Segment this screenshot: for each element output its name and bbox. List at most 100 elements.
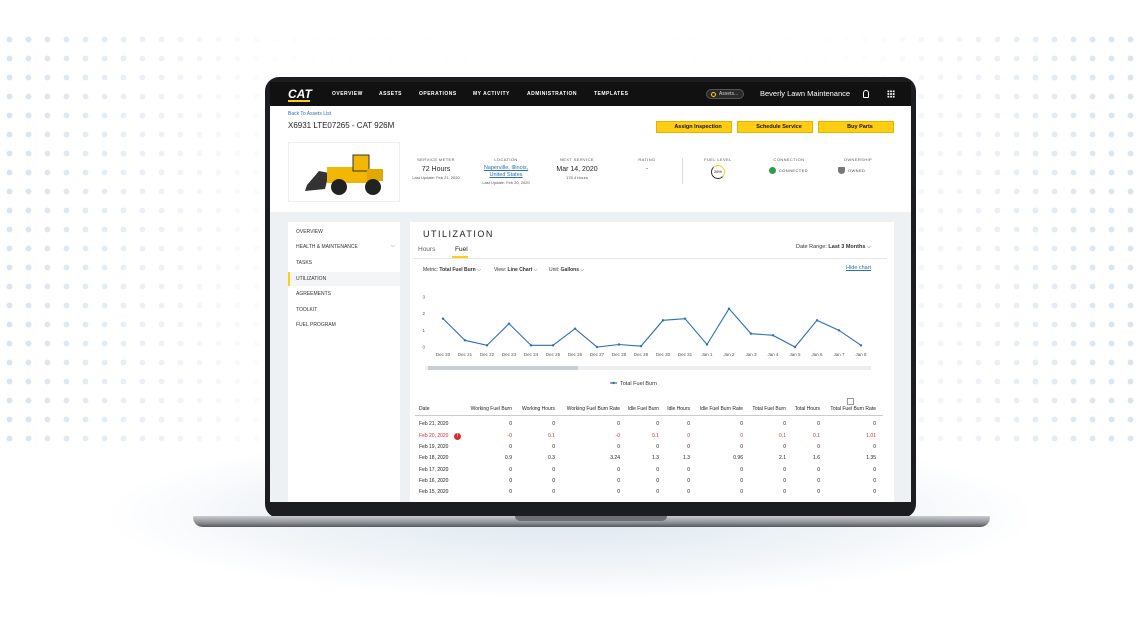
point [485, 344, 489, 347]
hide-chart-link[interactable]: Hide chart [846, 265, 872, 271]
x-tick-label: Jan 5 [789, 352, 801, 357]
tab[interactable]: Fuel [455, 246, 468, 253]
control-value: Total Fuel Burn [439, 267, 476, 273]
sidebar-item[interactable]: HEALTH & MAINTENANCE [296, 244, 358, 250]
table-cell: Working Fuel Burn [470, 406, 512, 412]
sidebar-item[interactable]: OVERVIEW [296, 229, 323, 235]
main-panel: UTILIZATION Date Range: Last 3 Months ⌵ … [410, 222, 894, 502]
table-cell: 0 [687, 489, 690, 495]
apps-icon[interactable] [887, 90, 895, 98]
x-tick-label: Dec 27 [590, 352, 605, 357]
table-cell: 0 [687, 433, 690, 439]
control[interactable]: Metric: Total Fuel Burn ⌵ [423, 267, 481, 273]
nav-item[interactable]: ADMINISTRATION [527, 91, 577, 97]
table-cell: 0 [552, 478, 555, 484]
table-cell: 0.1 [652, 433, 659, 439]
table-cell: 0 [509, 444, 512, 450]
point [529, 344, 533, 347]
back-link[interactable]: Back To Assets List [288, 111, 331, 117]
section-title: UTILIZATION [423, 229, 494, 239]
table-cell: 0 [873, 478, 876, 484]
scrollbar-track [425, 366, 871, 370]
stat-label: CONNECTION [773, 157, 805, 162]
table-cell: 0 [509, 478, 512, 484]
tab[interactable]: Hours [418, 246, 436, 253]
table-cell: 3.24 [610, 455, 620, 461]
table-cell: Feb 19, 2020 [419, 444, 449, 450]
table-cell: 0 [740, 467, 743, 473]
table-cell: 0 [509, 489, 512, 495]
table-cell: 0 [873, 421, 876, 427]
table-cell: 0 [509, 421, 512, 427]
table-cell: 0 [617, 489, 620, 495]
table-cell: 0 [552, 421, 555, 427]
table-cell: 0 [817, 421, 820, 427]
search-box[interactable]: Assets... [706, 89, 744, 99]
table-cell: 0 [656, 489, 659, 495]
y-tick-label: 0 [422, 345, 425, 350]
table-cell: 1.3 [683, 455, 690, 461]
stat-value: OWNED [848, 168, 866, 173]
sidebar-item[interactable]: TOOLKIT [296, 307, 318, 313]
table-cell: 1.3 [652, 455, 659, 461]
control[interactable]: View: Line Chart ⌵ [494, 267, 538, 273]
table-cell: 0 [740, 478, 743, 484]
x-tick-label: Jan 1 [701, 352, 713, 357]
x-tick-label: Jan 8 [855, 352, 867, 357]
control-label: Metric: [423, 267, 438, 273]
table-cell: 2.1 [779, 455, 786, 461]
action-button[interactable]: Schedule Service [737, 121, 813, 133]
stat-label: NEXT SERVICE [560, 157, 594, 162]
table-cell: 0 [740, 433, 743, 439]
stat-label: FUEL LEVEL [704, 157, 732, 162]
sidebar-active [288, 272, 400, 286]
table-cell: 0 [656, 421, 659, 427]
table-cell: 0.1 [779, 433, 786, 439]
date-range[interactable]: Date Range: Last 3 Months ⌵ [796, 244, 872, 250]
x-tick-label: Dec 30 [656, 352, 671, 357]
nav-item[interactable]: TEMPLATES [594, 91, 629, 97]
stat-label: OWNERSHIP [843, 157, 873, 162]
control[interactable]: Unit: Gallons ⌵ [549, 267, 585, 273]
user-icon[interactable] [863, 90, 869, 98]
location-link[interactable]: Naperville, Illinois, United States [483, 165, 529, 178]
sidebar-item[interactable]: TASKS [296, 260, 313, 266]
table-cell: 0 [509, 467, 512, 473]
point [573, 327, 577, 330]
nav-item[interactable]: ASSETS [379, 91, 403, 97]
point [595, 345, 599, 349]
point [793, 345, 797, 349]
table-cell: 0 [656, 444, 659, 450]
stat-label: SERVICE METER [417, 157, 455, 162]
table-cell: Feb 18, 2020 [419, 455, 449, 461]
account-name[interactable]: Beverly Lawn Maintenance [760, 89, 851, 98]
table-cell: Idle Hours [667, 406, 690, 412]
sidebar-item[interactable]: AGREEMENTS [296, 291, 332, 297]
table-cell: Total Hours [794, 406, 820, 412]
tab-active-underline [452, 256, 468, 258]
legend-label: Total Fuel Burn [620, 381, 657, 387]
action-button[interactable]: Assign Inspection [656, 121, 732, 133]
table-cell: -0 [615, 433, 620, 439]
action-button[interactable]: Buy Parts [818, 121, 894, 133]
export-icon[interactable] [847, 398, 854, 405]
table-cell: 0 [656, 478, 659, 484]
point [771, 334, 775, 337]
date-range-value: Last 3 Months [828, 244, 866, 250]
table-cell: Feb 15, 2020 [419, 489, 449, 495]
point [639, 344, 643, 348]
nav-item[interactable]: OVERVIEW [332, 91, 363, 97]
chevron: ⌵ [391, 243, 395, 249]
table-cell: Date [419, 406, 430, 412]
table-cell: Total Fuel Burn Rate [830, 406, 876, 412]
chart: 0 1 2 3 Dec 20 Dec 21 Dec 22 Dec 23 Dec 24 Dec 25… [422, 295, 871, 387]
legend-dot [612, 381, 615, 385]
connection-icon [769, 167, 776, 174]
sidebar-item[interactable]: UTILIZATION [296, 276, 327, 282]
fuel-gauge [711, 165, 725, 179]
nav-item[interactable]: MY ACTIVITY [473, 91, 510, 97]
nav-item[interactable]: OPERATIONS [419, 91, 457, 97]
logo[interactable]: CAT [288, 87, 312, 101]
sidebar-item[interactable]: FUEL PROGRAM [296, 322, 336, 328]
x-tick-label: Dec 22 [480, 352, 495, 357]
